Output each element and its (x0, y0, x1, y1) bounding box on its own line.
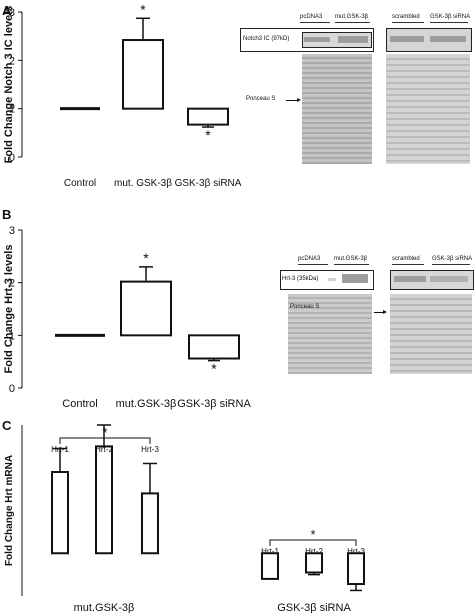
panel-c-bracket-group-2 (269, 539, 357, 546)
panel-b-category-label-1: mut.GSK-3β (116, 398, 177, 410)
panel-c-bar-label-4: Hrt-2 (305, 547, 323, 556)
panel-a-bar-2 (187, 107, 229, 126)
panel-c-group-label-2: GSK-3β siRNA (277, 602, 351, 613)
blot-a-lane-pcdna3: pcDNA3 (300, 14, 323, 20)
blot-b-ponceau-left (288, 294, 372, 374)
panel-c-letter: C (2, 418, 12, 433)
panel-b-significance-2: * (211, 361, 217, 377)
blot-panel-b: pcDNA3 mut.GSK-3β scrambled GSK-3β siRNA… (280, 252, 474, 380)
panel-b-y-tick-label: 2 (9, 278, 15, 290)
blot-b-lane-scrambled: scrambled (392, 256, 420, 262)
panel-b-bar-2 (188, 334, 240, 360)
panel-a-y-axis-label: Fold Change Notch 3 IC levels (3, 6, 15, 164)
panel-a-y-tick-label: 3 (9, 7, 15, 19)
panel-a-category-label-2: GSK-3β siRNA (175, 178, 242, 189)
blot-b-lane-pcdna3: pcDNA3 (298, 256, 321, 262)
blot-panel-a: pcDNA3 mut.GSK-3β scrambled GSK-3β siRNA… (240, 8, 472, 166)
panel-c-group-label-1: mut.GSK-3β (74, 602, 135, 613)
panel-b-letter: B (2, 207, 11, 222)
blot-a-lane-mut: mut.GSK-3β (335, 14, 369, 20)
panel-c-bar-3 (261, 552, 279, 580)
panel-c-bracket-star-2: * (310, 527, 315, 542)
blot-a-ponceau-left (302, 54, 372, 164)
panel-a-bar-1 (122, 39, 164, 110)
panel-b-y-axis-label: Fold Change Hrt-3 levels (3, 245, 15, 374)
panel-c-y-axis-label: Fold Change Hrt mRNA (4, 455, 15, 566)
blot-b-ponceau-label: Ponceau S (290, 304, 320, 310)
panel-c-bracket-group-1 (59, 437, 151, 444)
panel-c-bar-label-1: Hrt-2 (95, 445, 113, 454)
panel-c-bar-4 (305, 552, 323, 574)
blot-b-ponceau-right (390, 294, 472, 374)
blot-a-band-label: Notch3 IC (97kD) (243, 36, 290, 42)
panel-b-y-tick-label: 0 (9, 383, 15, 395)
panel-b-y-tick-label: 1 (9, 330, 15, 342)
panel-b-significance-1: * (143, 250, 149, 266)
panel-c-bar-label-0: Hrt-1 (51, 445, 69, 454)
panel-b-bar-1 (120, 280, 172, 337)
panel-a-significance-2: * (205, 127, 211, 143)
panel-c-bar-label-2: Hrt-3 (141, 445, 159, 454)
panel-c-bar-2 (141, 492, 159, 555)
panel-a-y-tick-label: 2 (9, 55, 15, 67)
panel-c-bar-5 (347, 552, 365, 586)
panel-c-bar-1 (95, 445, 113, 555)
panel-a-letter: A (2, 3, 12, 18)
panel-c-bar-0 (51, 471, 69, 555)
blot-a-ponceau-right (386, 54, 470, 164)
panel-c-bar-label-3: Hrt-1 (261, 547, 279, 556)
panel-a-y-tick-label: 0 (9, 152, 15, 164)
panel-b-category-label-0: Control (62, 398, 97, 410)
panel-b-y-tick-label: 3 (9, 225, 15, 237)
blot-a-ponceau-label: Ponceau S (246, 96, 276, 102)
panel-c-bracket-star-1: * (102, 425, 107, 440)
blot-b-lane-sirna: GSK-3β siRNA (432, 256, 473, 262)
panel-a-significance-1: * (140, 1, 146, 17)
blot-a-lane-scrambled: scrambled (392, 14, 420, 20)
blot-b-band-label: Hrt-3 (35kDa) (282, 276, 319, 282)
panel-a-category-label-1: mut. GSK-3β (114, 178, 172, 189)
blot-a-lane-sirna: GSK-3β siRNA (430, 14, 471, 20)
panel-a-y-tick-label: 1 (9, 104, 15, 116)
panel-b-category-label-2: GSK-3β siRNA (177, 398, 251, 410)
panel-c-bar-label-5: Hrt-3 (347, 547, 365, 556)
panel-a-category-label-0: Control (64, 178, 96, 189)
blot-b-lane-mut: mut.GSK-3β (334, 256, 368, 262)
